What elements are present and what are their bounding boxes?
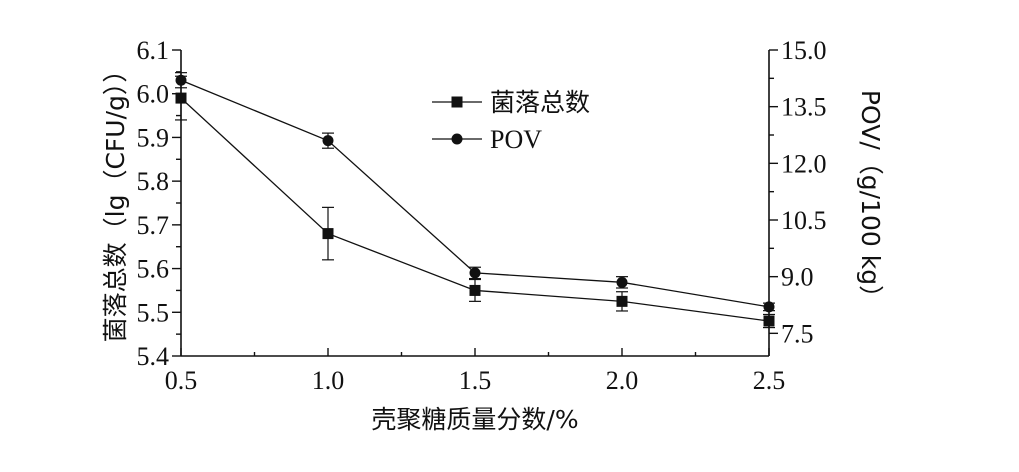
bacteria-point <box>469 284 481 296</box>
bacteria-point <box>616 295 628 307</box>
legend-pov-marker <box>451 133 463 145</box>
left-y-tick-label: 5.8 <box>137 167 170 196</box>
pov-point <box>322 135 334 147</box>
legend-pov-label: POV <box>490 125 542 154</box>
left-y-tick-label: 5.9 <box>137 123 170 152</box>
left-y-axis-title: 菌落总数（lg（CFU/g）） <box>101 58 130 343</box>
legend: 菌落总数 POV <box>432 88 590 154</box>
bacteria-point <box>322 228 334 240</box>
bacteria-point <box>175 92 187 104</box>
right-y-tick-label: 12.0 <box>781 149 827 178</box>
x-axis-title: 壳聚糖质量分数/% <box>371 405 578 434</box>
x-tick-label: 0.5 <box>165 366 198 395</box>
right-y-tick-label: 15.0 <box>781 36 827 65</box>
bacteria-point <box>763 315 775 327</box>
left-y-tick-label: 5.7 <box>137 211 170 240</box>
x-tick-label: 2.5 <box>753 366 786 395</box>
pov-point <box>175 74 187 86</box>
left-y-tick-label: 5.6 <box>137 255 170 284</box>
pov-point <box>616 276 628 288</box>
right-y-tick-label: 13.5 <box>781 93 827 122</box>
left-y-tick-label: 5.4 <box>137 342 170 371</box>
x-tick-label: 1.0 <box>312 366 345 395</box>
left-y-tick-label: 5.5 <box>137 298 170 327</box>
right-y-tick-label: 9.0 <box>781 263 814 292</box>
legend-bacteria-label: 菌落总数 <box>490 88 590 117</box>
left-y-tick-label: 6.0 <box>137 80 170 109</box>
right-y-tick-label: 10.5 <box>781 206 827 235</box>
left-y-tick-label: 6.1 <box>137 36 170 65</box>
x-tick-label: 1.5 <box>459 366 492 395</box>
ticks: 0.5 1.0 1.5 2.0 2.5 5.4 5.5 5.6 5.7 5.8 5.9 6.0 6.1 7… <box>137 36 827 395</box>
series <box>175 72 775 329</box>
axes <box>180 50 770 357</box>
x-tick-label: 2.0 <box>606 366 639 395</box>
right-y-tick-label: 7.5 <box>781 319 814 348</box>
right-y-axis-title: POV/（g/100 kg） <box>856 90 885 310</box>
pov-point <box>763 301 775 313</box>
pov-point <box>469 267 481 279</box>
legend-bacteria-marker <box>451 96 463 108</box>
